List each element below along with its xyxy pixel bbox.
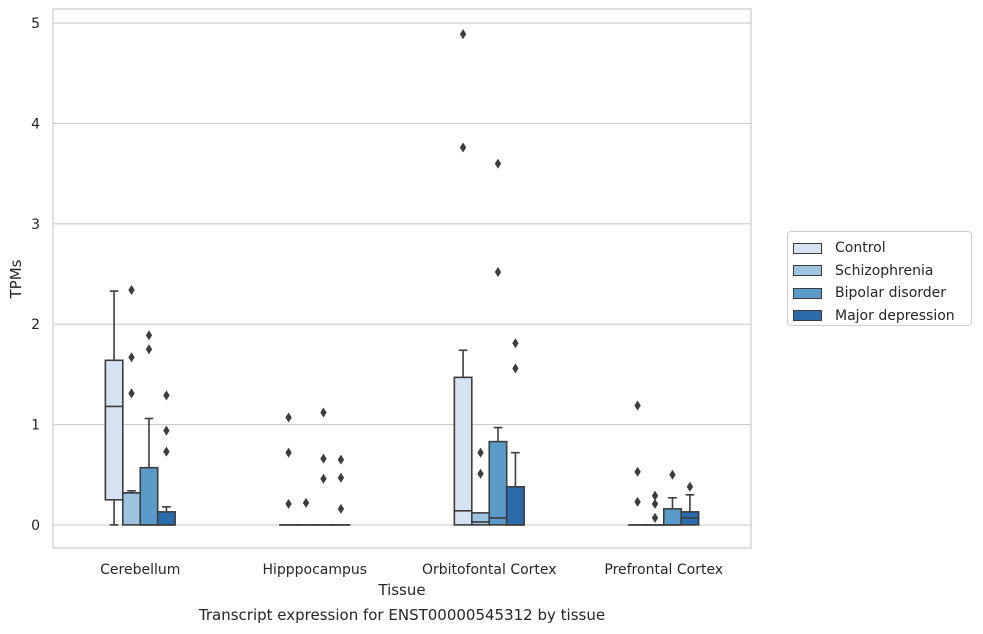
outlier-point: [320, 453, 327, 464]
legend-item: Control: [793, 237, 971, 260]
legend-item: Bipolar disorder: [793, 282, 971, 305]
outlier-point: [669, 469, 676, 480]
outlier-point: [512, 338, 519, 349]
legend-item: Major depression: [793, 305, 971, 328]
box: [156, 511, 176, 526]
y-axis-label: TPMs: [7, 259, 25, 299]
box-group: [453, 29, 473, 526]
box-group: [296, 497, 316, 526]
box: [488, 440, 508, 526]
chart-title: Transcript expression for ENST0000054531…: [198, 606, 606, 624]
y-tick-label: 4: [31, 116, 40, 132]
outlier-point: [651, 490, 659, 501]
outlier-point: [459, 29, 467, 40]
outlier-point: [128, 352, 135, 363]
box-group: [470, 447, 491, 526]
box-group: [156, 390, 176, 526]
box-group: [645, 490, 665, 526]
y-tick-label: 3: [31, 217, 40, 233]
outlier-point: [337, 472, 345, 483]
outlier-point: [285, 498, 292, 509]
outlier-point: [163, 425, 170, 436]
outlier-point: [285, 447, 292, 458]
box-group: [331, 454, 351, 526]
x-tick-label: Prefrontal Cortex: [604, 562, 723, 578]
box-plot-series: [104, 29, 700, 526]
box: [470, 512, 491, 526]
legend-swatch: [793, 242, 822, 254]
outlier-point: [459, 142, 467, 153]
outlier-point: [634, 496, 641, 507]
plot-area-frame: [52, 8, 752, 549]
axis-ticks: 0 1 2 3 4 5 Cerebellum Hipppocampus Orbitofontal…: [31, 16, 723, 578]
legend-swatch: [793, 265, 822, 277]
outlier-point: [686, 481, 694, 492]
box-group: [139, 330, 159, 526]
outlier-point: [320, 407, 327, 418]
box-group: [279, 412, 299, 526]
outlier-point: [163, 390, 170, 401]
outlier-point: [477, 447, 484, 458]
box-group: [680, 481, 700, 526]
outlier-point: [651, 512, 659, 523]
box: [122, 491, 142, 526]
outlier-point: [337, 454, 345, 465]
outlier-point: [634, 466, 641, 477]
box: [662, 508, 683, 526]
y-tick-label: 2: [31, 317, 40, 333]
outlier-point: [651, 498, 659, 509]
legend-swatch: [793, 287, 822, 299]
x-axis-label: Tissue: [377, 581, 425, 599]
x-tick-label: Orbitofontal Cortex: [422, 562, 557, 578]
outlier-point: [634, 400, 641, 411]
gridlines: [53, 22, 751, 526]
box-group: [488, 158, 508, 526]
outlier-point: [145, 344, 153, 355]
box-group: [505, 338, 525, 526]
legend-label: Major depression: [835, 307, 955, 324]
outlier-point: [163, 446, 170, 457]
box: [453, 376, 473, 526]
box-group: [122, 285, 142, 526]
outlier-point: [128, 388, 135, 399]
outlier-point: [145, 330, 153, 341]
outlier-point: [302, 497, 310, 508]
y-tick-label: 5: [31, 16, 40, 32]
outlier-point: [285, 412, 292, 423]
legend-swatch: [793, 310, 822, 322]
box-group: [104, 290, 124, 526]
outlier-point: [337, 503, 345, 514]
box-group: [628, 400, 648, 526]
x-tick-label: Hipppocampus: [262, 562, 367, 578]
box: [104, 359, 124, 501]
outlier-point: [494, 266, 502, 277]
box: [139, 466, 159, 526]
legend-label: Schizophrenia: [835, 262, 934, 279]
outlier-point: [494, 158, 502, 169]
box: [505, 485, 525, 526]
y-tick-label: 1: [31, 418, 40, 434]
box-group: [662, 469, 683, 526]
outlier-point: [128, 285, 135, 296]
legend-label: Bipolar disorder: [835, 285, 947, 302]
legend: Control Schizophrenia Bipolar disorder Majo…: [787, 231, 972, 326]
outlier-point: [320, 473, 327, 484]
y-tick-label: 0: [31, 518, 40, 534]
legend-item: Schizophrenia: [793, 260, 971, 283]
outlier-point: [512, 363, 519, 374]
x-tick-label: Cerebellum: [100, 562, 180, 578]
legend-label: Control: [835, 240, 886, 257]
outlier-point: [477, 468, 484, 479]
